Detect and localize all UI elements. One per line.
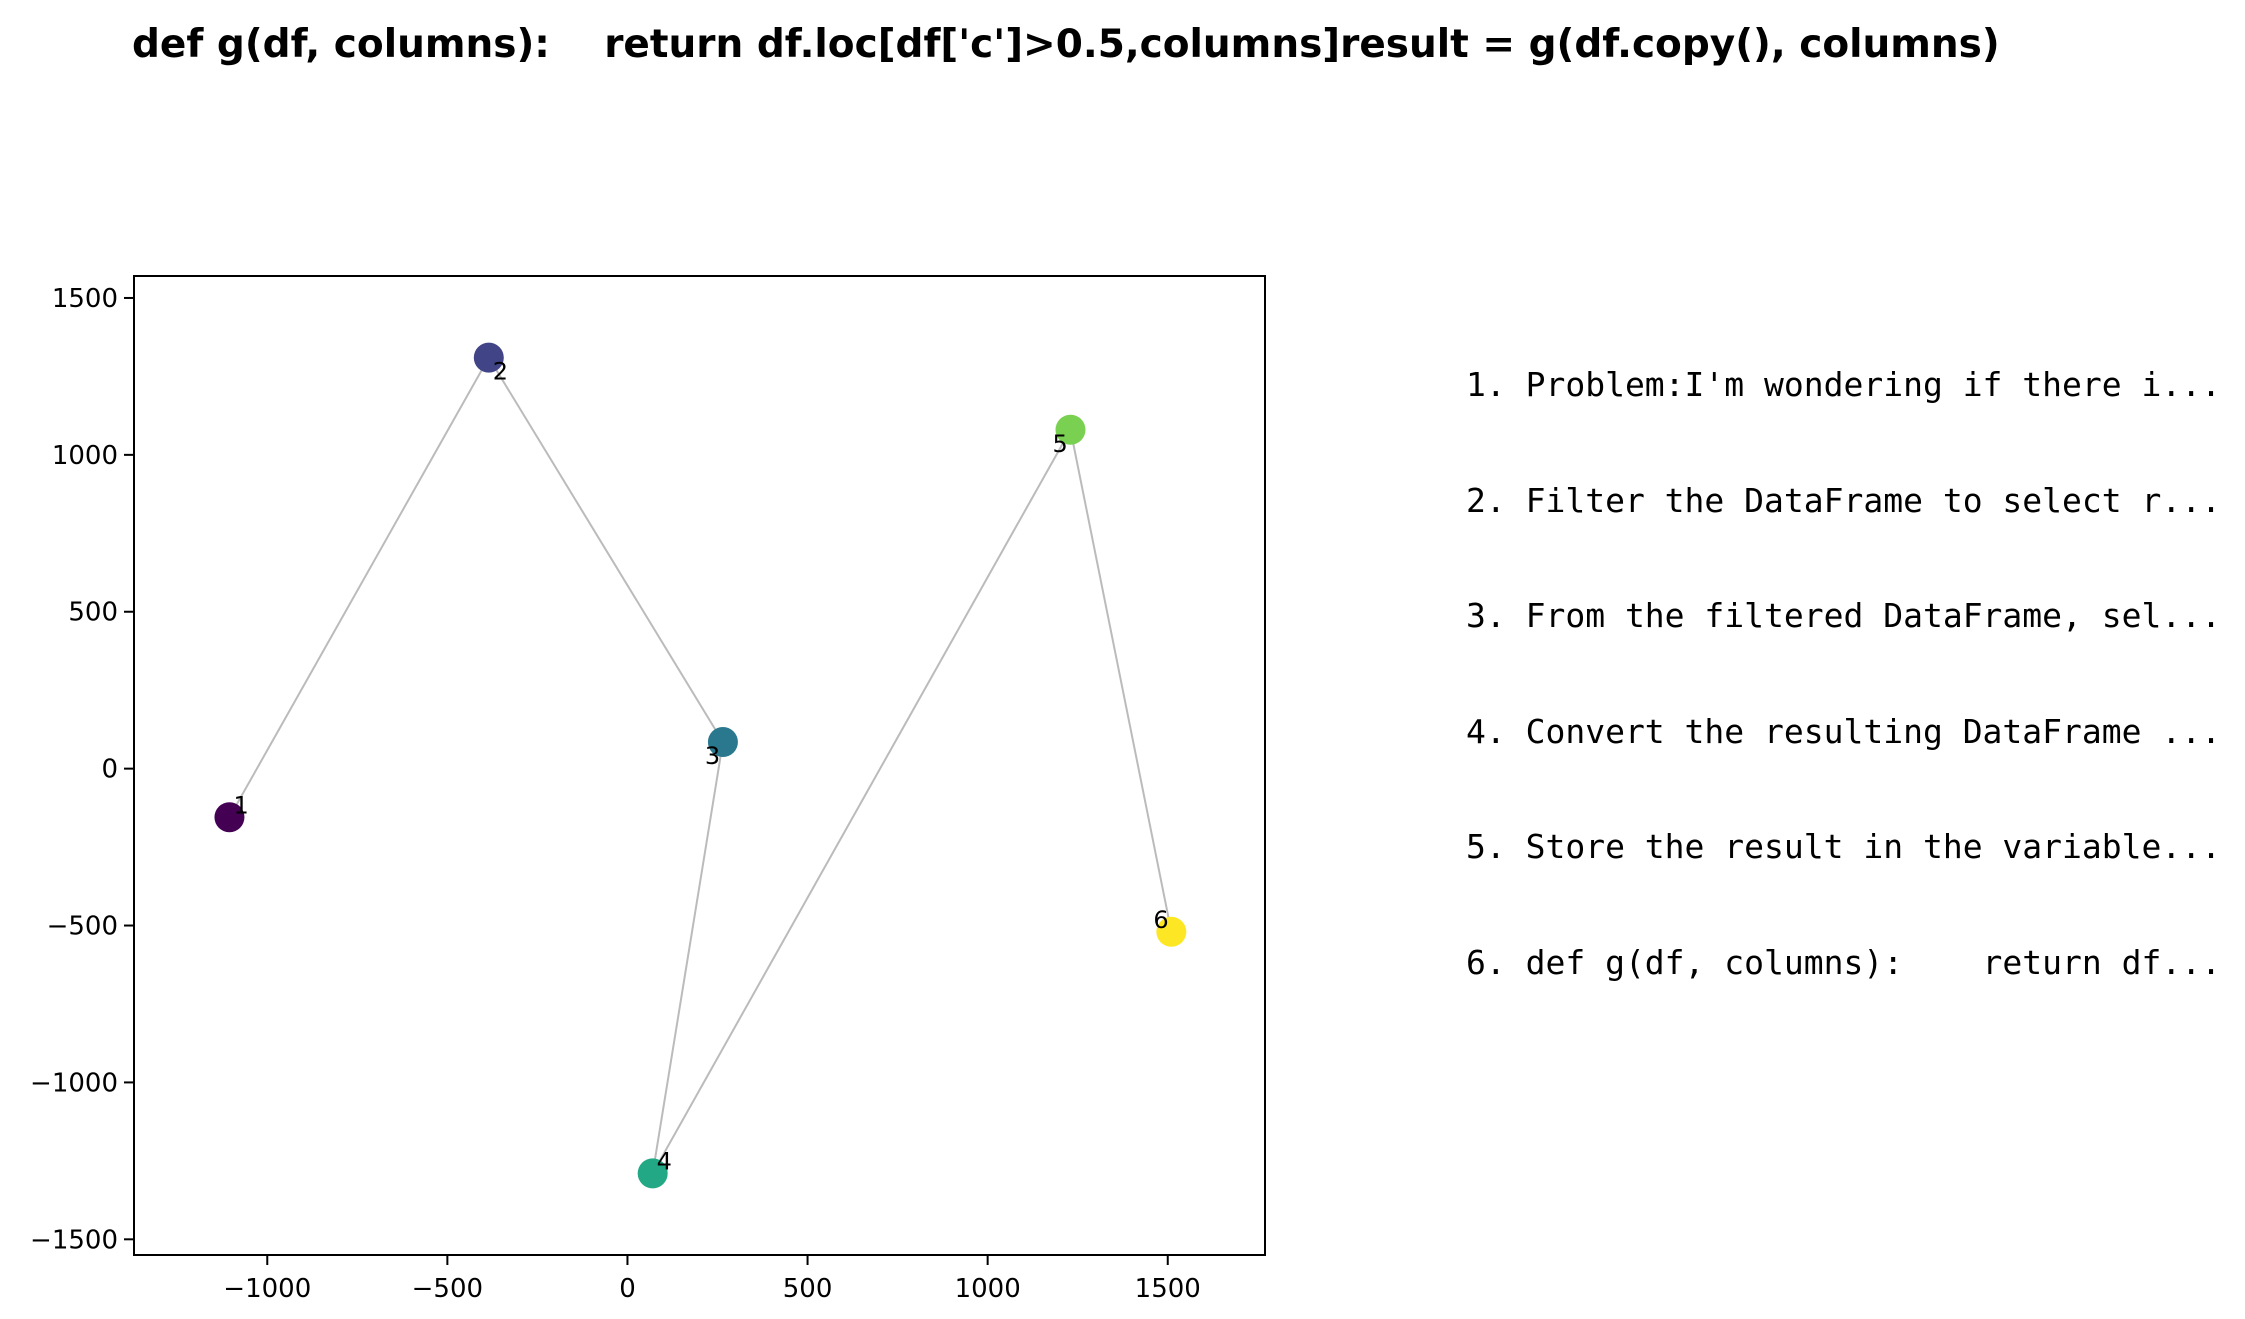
step-item-6: 6. def g(df, columns): return df... xyxy=(1466,942,2221,982)
y-tick-label: −1500 xyxy=(30,1225,118,1255)
y-tick-label: 500 xyxy=(68,598,118,628)
steps-list: 1. Problem:I'm wondering if there i... 2… xyxy=(1466,289,2221,1021)
connector-lines xyxy=(228,357,1173,1174)
connector-line xyxy=(228,357,490,818)
data-point xyxy=(1055,414,1086,445)
data-point xyxy=(1156,916,1187,947)
data-point xyxy=(214,802,245,833)
chart-title: def g(df, columns): return df.loc[df['c'… xyxy=(132,22,2000,67)
y-tick-label: −500 xyxy=(47,912,118,942)
x-tick-label: 1500 xyxy=(1135,1274,1201,1304)
step-item-5: 5. Store the result in the variable... xyxy=(1466,827,2221,866)
y-tick-label: 1500 xyxy=(52,284,118,314)
step-item-1: 1. Problem:I'm wondering if there i... xyxy=(1466,365,2221,404)
data-point xyxy=(473,342,504,373)
point-label: 5 xyxy=(1052,430,1067,458)
step-item-2: 2. Filter the DataFrame to select r... xyxy=(1466,480,2221,520)
y-tick-label: −1000 xyxy=(30,1068,118,1098)
x-tick-label: −1000 xyxy=(223,1274,311,1304)
x-tick-label: 0 xyxy=(619,1274,636,1304)
data-point xyxy=(637,1158,668,1189)
point-label: 6 xyxy=(1153,906,1168,934)
data-markers xyxy=(214,342,1187,1189)
point-label: 1 xyxy=(233,791,248,819)
step-item-3: 3. From the filtered DataFrame, sel... xyxy=(1466,596,2221,635)
connector-line xyxy=(651,429,1072,1174)
connector-line xyxy=(1069,429,1173,933)
point-labels: 1 2 3 4 5 6 xyxy=(233,358,1168,1176)
point-label: 3 xyxy=(705,742,720,770)
connector-line xyxy=(651,741,724,1174)
point-label: 2 xyxy=(493,358,508,386)
x-tick-label: 500 xyxy=(783,1274,833,1304)
y-axis: −1500 −1000 −500 0 500 1000 1500 xyxy=(30,284,134,1255)
y-tick-label: 1000 xyxy=(52,441,118,471)
x-axis: −1000 −500 0 500 1000 1500 xyxy=(223,1255,1201,1304)
connector-line xyxy=(487,357,724,743)
step-item-4: 4. Convert the resulting DataFrame ... xyxy=(1466,711,2221,751)
plot-frame xyxy=(133,275,1266,1256)
y-tick-label: 0 xyxy=(101,755,118,785)
x-tick-label: 1000 xyxy=(955,1274,1021,1304)
x-tick-label: −500 xyxy=(412,1274,483,1304)
point-label: 4 xyxy=(657,1147,672,1175)
data-point xyxy=(707,726,738,757)
